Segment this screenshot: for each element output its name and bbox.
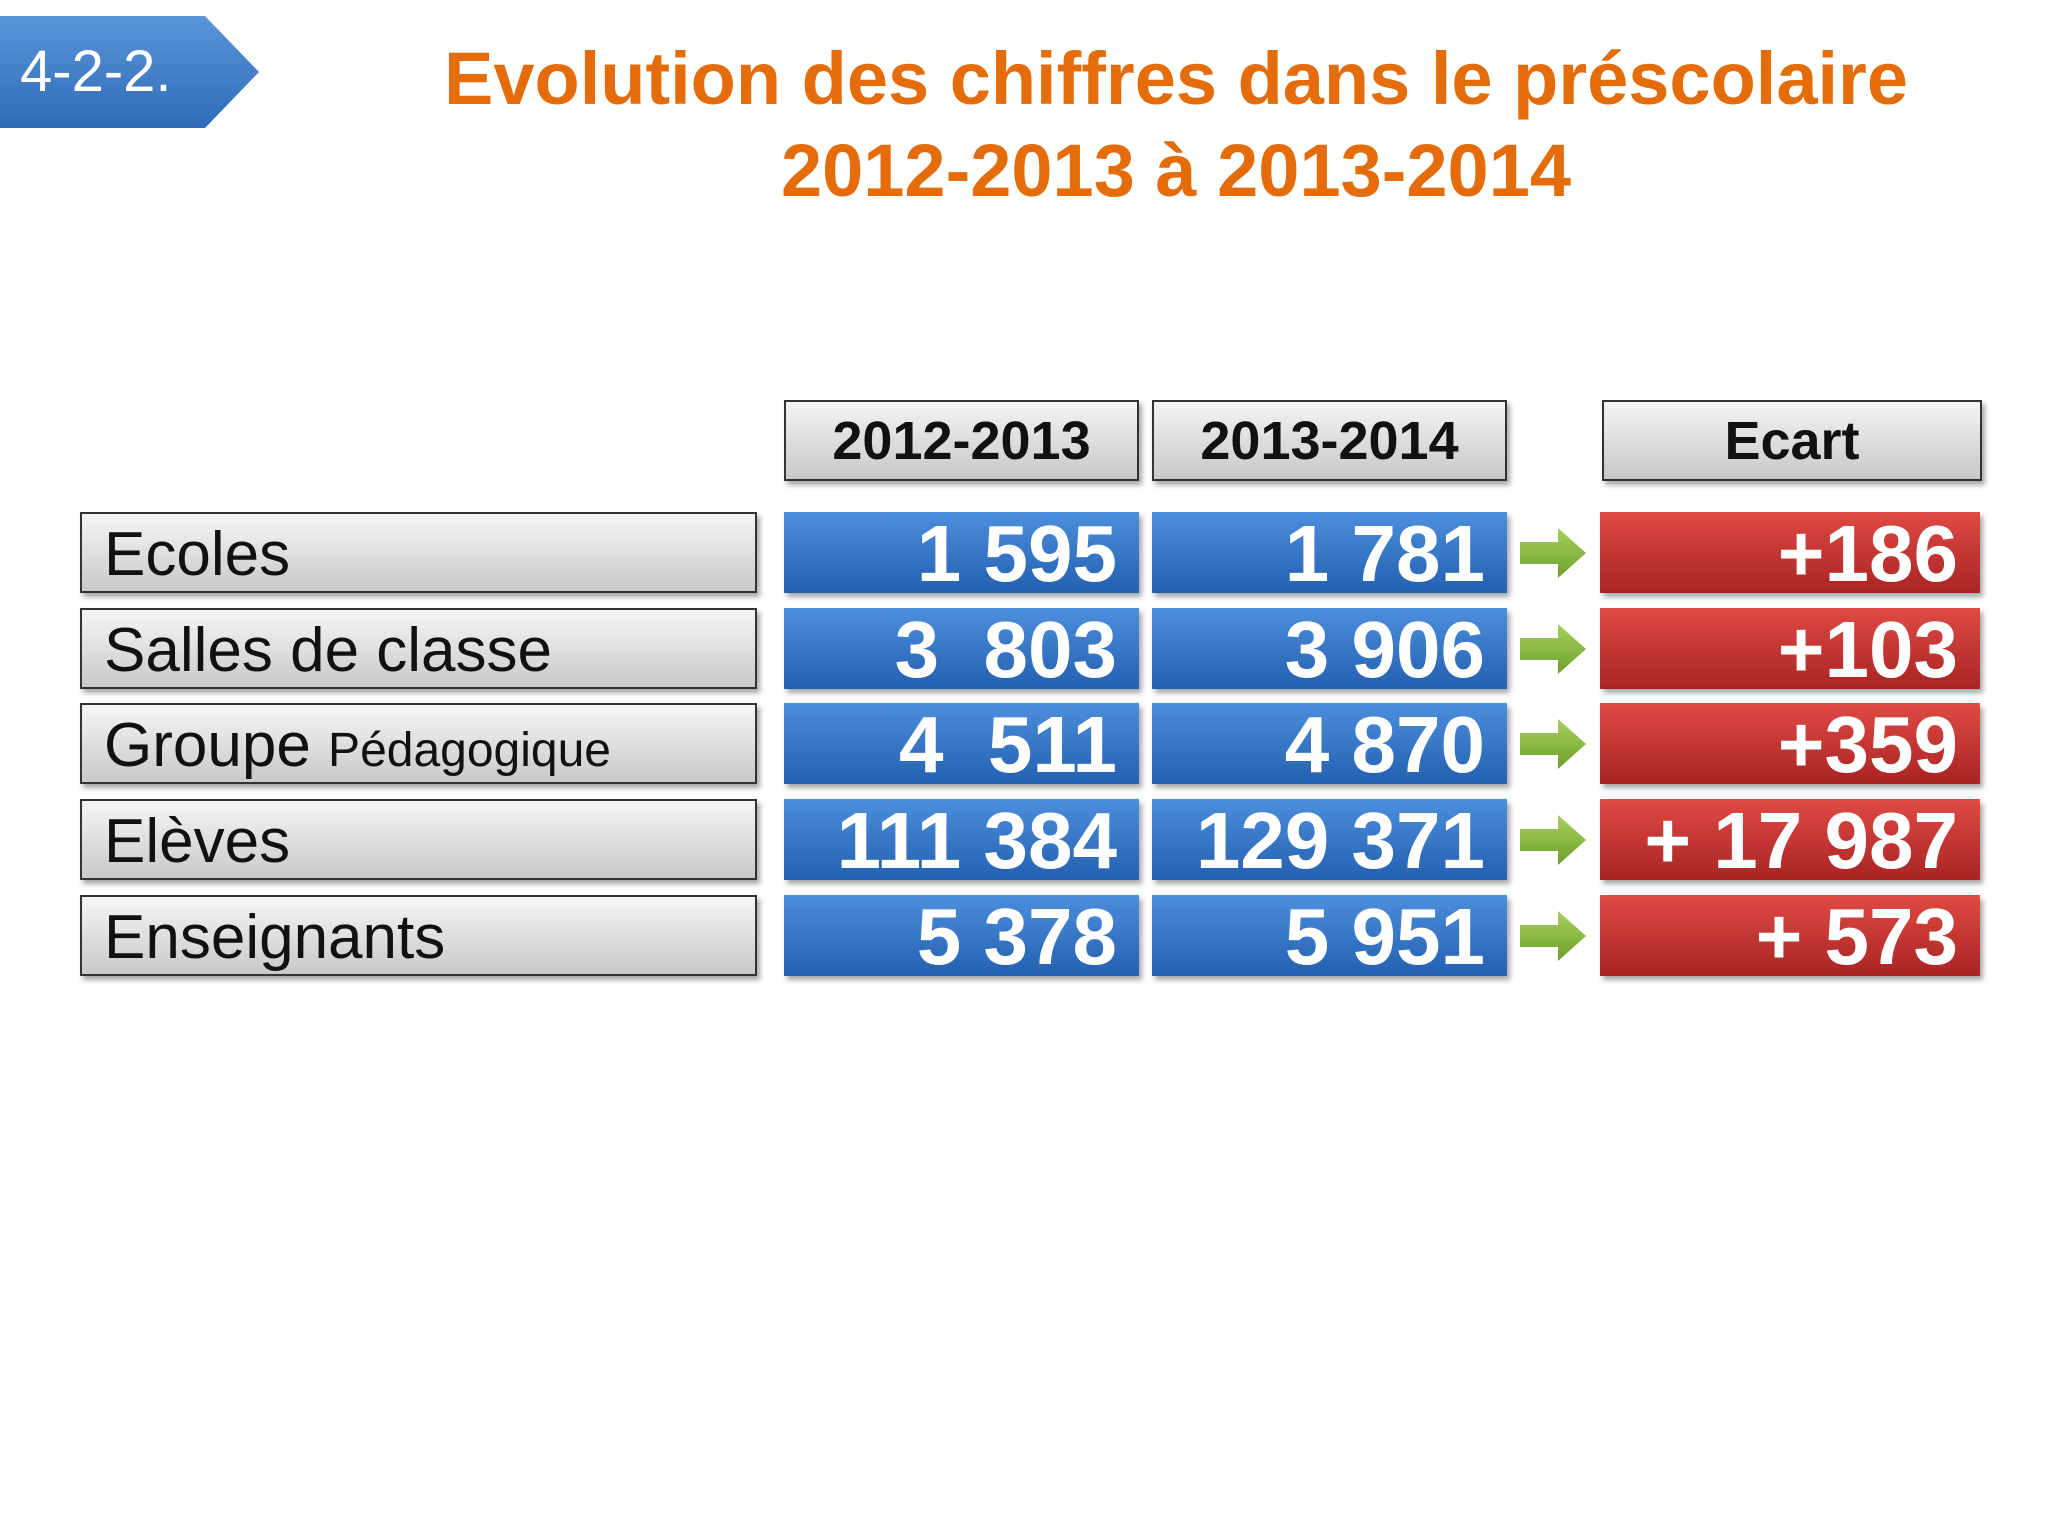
- ecart-cell: + 17 987: [1600, 799, 1980, 883]
- value-cell: 5 951: [1152, 894, 1507, 978]
- column-header: 2012-2013: [784, 400, 1139, 481]
- arrow-icon: [1520, 815, 1586, 866]
- arrow-icon: [1520, 528, 1586, 578]
- value-cell: 5 378: [784, 894, 1139, 978]
- label-suffix: Pédagogique: [328, 724, 611, 778]
- column-header: 2013-2014: [1152, 400, 1507, 481]
- label-text: Enseignants: [104, 902, 446, 972]
- title-line: Evolution des chiffres dans le préscolai…: [443, 37, 1909, 120]
- value-cell: 129 371: [1152, 799, 1507, 883]
- value-cell: 3 803: [784, 607, 1139, 691]
- label-text: Elèves: [104, 807, 291, 877]
- row-label: Groupe Pédagogique: [80, 703, 757, 785]
- value-cell: 4 511: [784, 703, 1139, 787]
- ecart-cell: +359: [1600, 703, 1980, 787]
- label-text: Groupe: [104, 711, 311, 781]
- value-cell: 1 595: [784, 512, 1139, 596]
- ecart-cell: +103: [1600, 607, 1980, 691]
- value-cell: 111 384: [784, 799, 1139, 883]
- value-cell: 1 781: [1152, 512, 1507, 596]
- row-label: Elèves: [80, 799, 757, 881]
- title-line: 2012-2013 à 2013-2014: [780, 129, 1572, 212]
- ecart-cell: +186: [1600, 512, 1980, 596]
- ecart-cell: + 573: [1600, 894, 1980, 978]
- section-badge: 4-2-2.: [0, 16, 259, 128]
- arrow-icon: [1520, 910, 1586, 961]
- label-text: Ecoles: [104, 520, 291, 589]
- row-label: Enseignants: [80, 894, 757, 976]
- row-label: Salles de classe: [80, 607, 757, 689]
- arrow-icon: [1520, 623, 1586, 674]
- value-cell: 3 906: [1152, 607, 1507, 691]
- label-text: Salles de classe: [104, 615, 553, 685]
- value-cell: 4 870: [1152, 703, 1507, 787]
- arrow-icon: [1520, 719, 1586, 770]
- label-space: [311, 711, 328, 780]
- row-label: Ecoles: [80, 512, 757, 593]
- column-header: Ecart: [1602, 400, 1982, 481]
